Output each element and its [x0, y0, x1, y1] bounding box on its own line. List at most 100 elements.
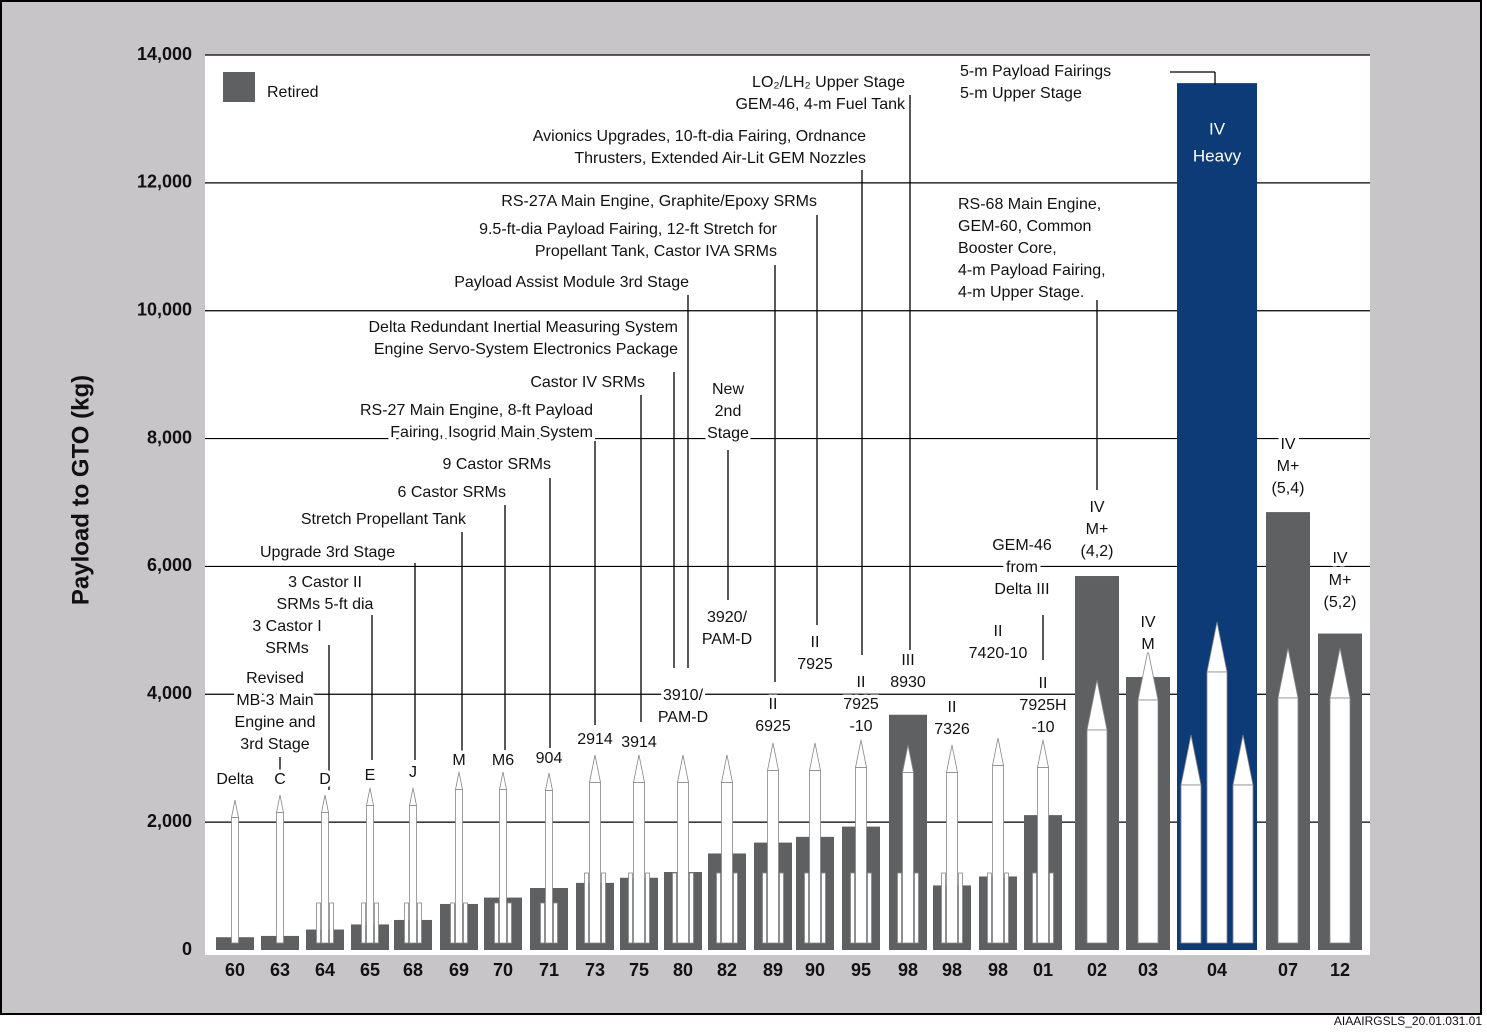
bar-label: Heavy — [1193, 146, 1242, 165]
rocket-booster — [584, 872, 589, 944]
bar-label: D — [319, 771, 331, 788]
rocket-icon — [677, 782, 689, 944]
bar-label: C — [274, 771, 286, 788]
y-tick-label: 4,000 — [147, 683, 192, 703]
rocket-booster — [553, 902, 558, 944]
annotation: 3 Castor I — [252, 618, 321, 635]
bar-label: 7925H — [1019, 697, 1066, 714]
annotation: RS-27 Main Engine, 8-ft Payload — [360, 402, 593, 419]
rocket-booster — [941, 872, 946, 944]
x-tick-label: 75 — [629, 960, 649, 980]
annotation: Engine and — [235, 714, 316, 731]
rocket-booster — [494, 902, 499, 944]
bar-label: IV — [1280, 436, 1295, 453]
bar-label: (5,4) — [1272, 480, 1305, 497]
rocket-icon — [1086, 729, 1108, 944]
x-tick-label: 71 — [539, 960, 559, 980]
x-tick-label: 90 — [805, 960, 825, 980]
rocket-icon — [721, 782, 733, 944]
legend-label: Retired — [267, 84, 319, 101]
x-tick-label: 73 — [585, 960, 605, 980]
annotation: 9 Castor SRMs — [443, 456, 551, 473]
annotation: Booster Core, — [958, 240, 1057, 257]
annotation: Delta Redundant Inertial Measuring Syste… — [369, 319, 679, 336]
annotation: Avionics Upgrades, 10-ft-dia Fairing, Or… — [533, 128, 866, 145]
rocket-booster — [463, 902, 468, 944]
bar-label: -10 — [849, 718, 872, 735]
bar-label: II — [811, 634, 820, 651]
rocket-booster — [804, 872, 809, 944]
annotation: SRMs — [265, 640, 309, 657]
rocket-booster — [507, 902, 512, 944]
bar-label: II — [769, 696, 778, 713]
x-tick-label: 64 — [315, 960, 335, 980]
rocket-booster — [689, 872, 694, 944]
bar-label: M+ — [1086, 521, 1109, 538]
annotation: New — [712, 381, 744, 398]
annotation: Delta III — [994, 581, 1049, 598]
annotation: 9.5-ft-dia Payload Fairing, 12-ft Stretc… — [479, 221, 778, 238]
rocket-icon — [409, 805, 417, 944]
rocket-icon — [499, 789, 507, 944]
annotation: Revised — [246, 670, 304, 687]
y-tick-label: 14,000 — [137, 44, 192, 64]
rocket-icon — [276, 812, 284, 944]
rocket-icon — [946, 772, 958, 944]
bar-label: III — [901, 652, 914, 669]
bar-label: E — [365, 767, 376, 784]
bar-label: M+ — [1329, 572, 1352, 589]
rocket-booster — [716, 872, 721, 944]
bar-label: 7326 — [934, 721, 970, 738]
bar-label: 3914 — [621, 734, 657, 751]
x-tick-label: 01 — [1033, 960, 1053, 980]
rocket-icon — [902, 772, 914, 944]
bar-label: 8930 — [890, 674, 926, 691]
x-tick-label: 02 — [1087, 960, 1107, 980]
rocket-icon — [1232, 784, 1254, 944]
rocket-icon — [767, 770, 779, 944]
footer: AIAAIRGSLS_20.01.031.01 — [1334, 1014, 1482, 1028]
bar-label: (4,2) — [1081, 543, 1114, 560]
annotation: Propellant Tank, Castor IVA SRMs — [535, 243, 777, 260]
bar-label: 6925 — [755, 718, 791, 735]
x-tick-label: 65 — [360, 960, 380, 980]
annotation: Thrusters, Extended Air-Lit GEM Nozzles — [574, 150, 866, 167]
rocket-icon — [809, 770, 821, 944]
bar-label: II — [994, 623, 1003, 640]
annotation: Fairing, Isogrid Main System — [390, 424, 593, 441]
y-tick-label: 10,000 — [137, 299, 192, 319]
rocket-icon — [455, 789, 463, 944]
annotation: GEM-60, Common — [958, 218, 1091, 235]
rocket-booster — [897, 872, 902, 944]
rocket-booster — [867, 872, 872, 944]
annotation: 5-m Upper Stage — [960, 85, 1082, 102]
annotation: RS-27A Main Engine, Graphite/Epoxy SRMs — [501, 193, 817, 210]
annotation: GEM-46 — [992, 537, 1052, 554]
annotation: 6 Castor SRMs — [398, 484, 506, 501]
rocket-icon — [1329, 697, 1351, 944]
annotation: RS-68 Main Engine, — [958, 196, 1101, 213]
bar-label: II — [1039, 675, 1048, 692]
x-tick-label: 70 — [493, 960, 513, 980]
rocket-icon — [321, 812, 329, 944]
bar-label: -10 — [1031, 719, 1054, 736]
bar-label: 3910/ — [663, 687, 704, 704]
bar-label: M — [452, 752, 465, 769]
bar-label: 3920/ — [707, 609, 748, 626]
rocket-icon — [855, 767, 867, 944]
annotation: 5-m Payload Fairings — [960, 63, 1111, 80]
rocket-icon — [1206, 671, 1228, 944]
x-tick-label: 63 — [270, 960, 290, 980]
rocket-booster — [329, 902, 334, 944]
annotation: MB-3 Main — [236, 692, 313, 709]
annotation: from — [1006, 559, 1038, 576]
x-tick-label: 03 — [1138, 960, 1158, 980]
bar — [216, 937, 254, 950]
annotation: Stage — [707, 425, 749, 442]
annotation: Castor IV SRMs — [530, 374, 645, 391]
rocket-booster — [374, 902, 379, 944]
y-tick-label: 12,000 — [137, 172, 192, 192]
bar-label: (5,2) — [1324, 594, 1357, 611]
y-tick-label: 6,000 — [147, 555, 192, 575]
bar-label: 2914 — [577, 731, 613, 748]
